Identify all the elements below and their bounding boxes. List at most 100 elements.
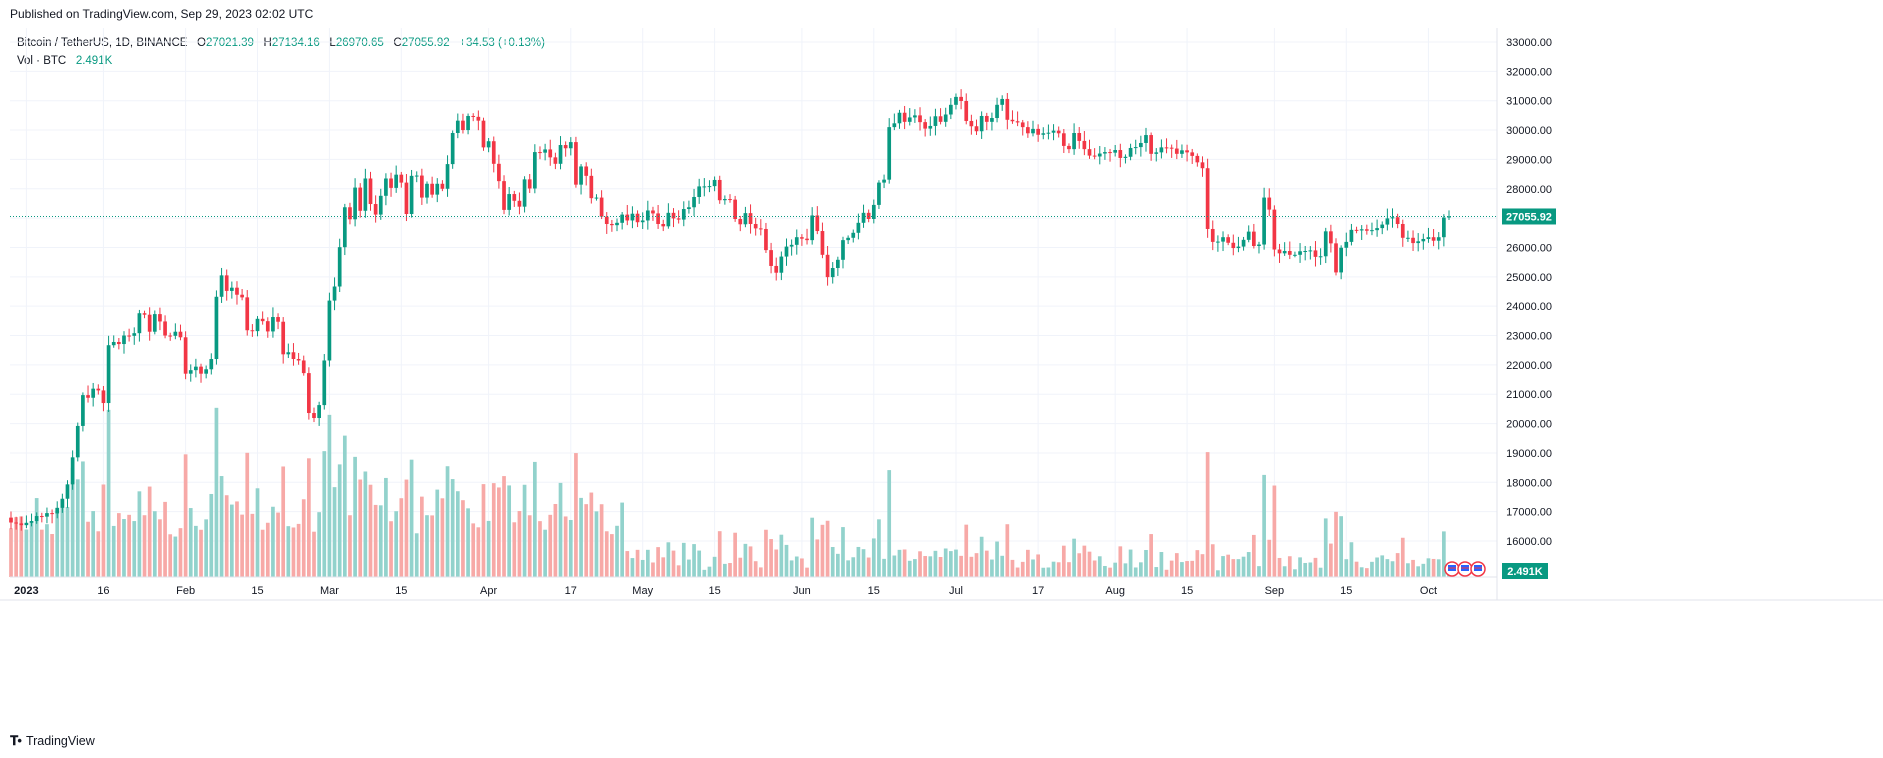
candle-body bbox=[1082, 140, 1087, 150]
candle-body bbox=[301, 360, 306, 374]
candle-body bbox=[563, 145, 568, 149]
volume-bar bbox=[1385, 559, 1390, 577]
candle-body bbox=[1123, 156, 1128, 158]
volume-bar bbox=[1005, 524, 1010, 577]
candle-body bbox=[1046, 132, 1051, 134]
volume-bar bbox=[1041, 567, 1046, 577]
candle-body bbox=[122, 335, 126, 345]
volume-bar bbox=[245, 452, 250, 577]
candle-body bbox=[1036, 128, 1040, 135]
volume-bar bbox=[281, 466, 286, 577]
volume-bar bbox=[1010, 559, 1015, 577]
candle-body bbox=[1231, 242, 1236, 249]
volume-bar bbox=[717, 531, 722, 577]
volume-bar bbox=[1251, 534, 1256, 577]
candle-body bbox=[1282, 250, 1287, 254]
volume-bar bbox=[414, 533, 419, 577]
candle-body bbox=[594, 197, 599, 199]
volume-bar bbox=[1190, 560, 1195, 577]
candle-body bbox=[712, 179, 717, 187]
volume-bar bbox=[399, 498, 404, 577]
candle-body bbox=[928, 125, 933, 129]
candle-body bbox=[60, 498, 65, 508]
volume-bar bbox=[260, 529, 265, 577]
volume-bar bbox=[1431, 558, 1436, 577]
volume-bar bbox=[1097, 556, 1102, 577]
volume-bar bbox=[373, 504, 378, 577]
x-tick-label: Mar bbox=[320, 585, 339, 597]
x-tick-label: Aug bbox=[1105, 585, 1125, 597]
volume-bar bbox=[995, 541, 999, 577]
volume-bar bbox=[620, 502, 624, 577]
legend-ohlc-row: Bitcoin / TetherUS, 1D, BINANCE O27021.3… bbox=[17, 34, 545, 52]
candle-body bbox=[1272, 209, 1277, 250]
volume-bar bbox=[666, 542, 671, 577]
candle-body bbox=[779, 256, 784, 273]
volume-bar bbox=[307, 458, 311, 577]
volume-bar bbox=[969, 556, 974, 577]
volume-bar bbox=[1118, 546, 1123, 577]
candle-body bbox=[50, 513, 54, 515]
volume-bar bbox=[640, 559, 645, 577]
candle-body bbox=[224, 275, 229, 291]
volume-bar bbox=[132, 521, 137, 577]
candle-body bbox=[810, 215, 815, 241]
volume-bar bbox=[522, 484, 527, 577]
candle-body bbox=[127, 335, 131, 337]
volume-bar bbox=[656, 547, 660, 577]
candle-body bbox=[851, 232, 856, 238]
candle-body bbox=[1108, 152, 1112, 154]
candle-body bbox=[723, 199, 727, 201]
y-tick-label: 25000.00 bbox=[1506, 272, 1552, 284]
x-tick-label: Apr bbox=[480, 585, 497, 597]
candle-body bbox=[29, 521, 34, 523]
event-flag-icon[interactable] bbox=[1470, 561, 1486, 577]
volume-bar bbox=[1329, 543, 1333, 577]
candle-body bbox=[1133, 147, 1138, 149]
candle-body bbox=[1257, 244, 1261, 247]
candle-body bbox=[610, 223, 614, 226]
candle-body bbox=[599, 197, 604, 217]
candle-body bbox=[271, 317, 275, 332]
candle-body bbox=[604, 216, 609, 224]
candle-body bbox=[538, 152, 542, 154]
volume-bar bbox=[1164, 569, 1169, 577]
volume-bar bbox=[856, 546, 861, 577]
candle-body bbox=[348, 207, 352, 220]
candle-body bbox=[1149, 135, 1153, 154]
candle-body bbox=[317, 405, 321, 419]
candle-body bbox=[1303, 250, 1308, 252]
candle-body bbox=[455, 120, 460, 133]
legend-close: 27055.92 bbox=[401, 37, 450, 49]
volume-bar bbox=[764, 529, 768, 577]
candle-body bbox=[281, 321, 286, 355]
candle-body bbox=[1298, 251, 1302, 255]
volume-bar bbox=[902, 549, 907, 577]
candle-body bbox=[1139, 142, 1143, 148]
candle-body bbox=[1262, 197, 1266, 245]
volume-bar bbox=[1139, 562, 1143, 577]
candle-body bbox=[307, 373, 311, 414]
volume-bar bbox=[14, 517, 18, 577]
volume-bar bbox=[1087, 551, 1092, 577]
event-flag-icon[interactable] bbox=[1457, 561, 1473, 577]
candle-body bbox=[1144, 135, 1148, 143]
candle-body bbox=[1113, 150, 1118, 153]
volume-bar bbox=[933, 550, 938, 577]
candle-body bbox=[45, 513, 49, 517]
volume-bar bbox=[964, 524, 969, 577]
tradingview-logo[interactable]: 𝐓• TradingView bbox=[10, 733, 95, 749]
volume-bar bbox=[897, 549, 902, 577]
volume-bar bbox=[106, 409, 111, 577]
candle-body bbox=[1087, 149, 1092, 156]
volume-bar bbox=[450, 479, 455, 577]
volume-bar bbox=[1221, 556, 1225, 577]
candle-body bbox=[214, 296, 219, 360]
candle-body bbox=[948, 104, 953, 115]
event-flag-icon[interactable] bbox=[1444, 561, 1460, 577]
volume-bar bbox=[1298, 557, 1302, 577]
candle-body bbox=[291, 352, 296, 360]
volume-bar bbox=[440, 498, 445, 577]
volume-bar bbox=[851, 557, 856, 577]
